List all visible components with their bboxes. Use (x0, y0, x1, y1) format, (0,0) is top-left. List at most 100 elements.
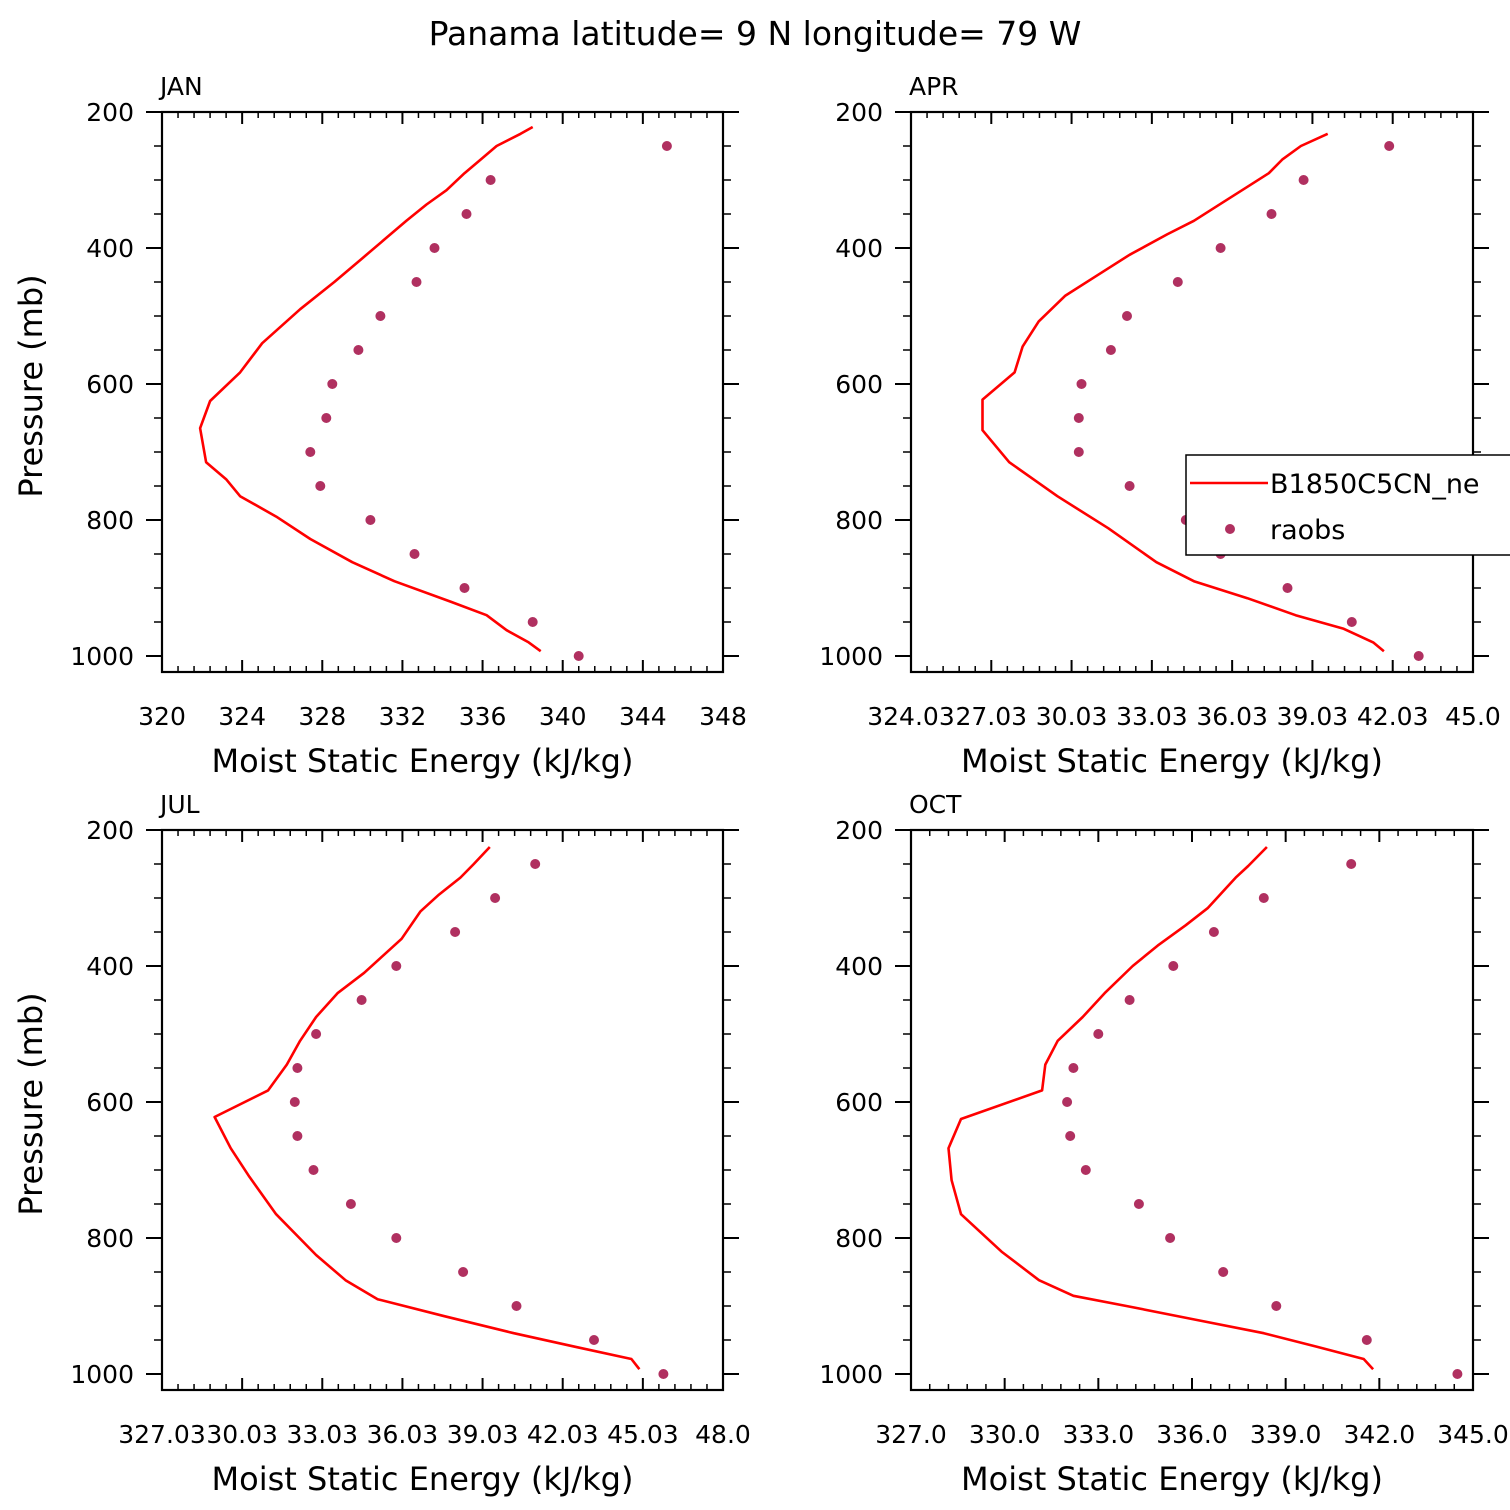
x-tick-label: 45.03 (607, 1420, 679, 1449)
raobs-point (1133, 1199, 1144, 1209)
y-tick-label: 400 (86, 234, 134, 263)
raobs-point (485, 175, 496, 185)
x-tick-label: 348 (699, 702, 747, 731)
raobs-point (1215, 243, 1226, 253)
y-tick-label: 600 (86, 1088, 134, 1117)
x-tick-label: 320 (138, 702, 186, 731)
raobs-point (353, 345, 364, 355)
raobs-point (1065, 1131, 1076, 1141)
raobs-point (1122, 311, 1132, 321)
x-tick-label: 45.0 (1445, 702, 1501, 731)
x-tick-label: 327.03 (118, 1420, 205, 1449)
y-tick-label: 600 (86, 370, 134, 399)
raobs-point (1258, 893, 1269, 903)
y-tick-label: 1000 (70, 1360, 134, 1389)
raobs-point (1346, 617, 1357, 627)
raobs-point (1062, 1097, 1073, 1107)
raobs-point (1298, 175, 1309, 185)
model-profile-line (981, 132, 1385, 653)
y-tick-label: 400 (835, 234, 883, 263)
x-axis-label: Moist Static Energy (kJ/kg) (212, 1460, 634, 1498)
raobs-point (1266, 209, 1277, 219)
raobs-point (1361, 1335, 1372, 1345)
figure-title: Panama latitude= 9 N longitude= 79 W (429, 14, 1082, 53)
x-tick-label: 324.03 (867, 702, 954, 731)
x-tick-label: 30.03 (1036, 702, 1108, 731)
panel-oct: OCT 327.0 330.0 333.0 336.0 339.0 342.0 345.0 20… (819, 790, 1508, 1498)
raobs-point (327, 379, 338, 389)
raobs-point (1068, 1063, 1079, 1073)
y-tick-label: 400 (835, 952, 883, 981)
raobs-point (429, 243, 440, 253)
raobs-point (490, 893, 501, 903)
panel-title: JAN (158, 72, 203, 101)
y-tick-label: 800 (835, 1224, 883, 1253)
x-axis-label: Moist Static Energy (kJ/kg) (212, 742, 634, 780)
raobs-point (1168, 961, 1179, 971)
raobs-point (1346, 859, 1357, 869)
x-tick-label: 327.0 (875, 1420, 947, 1449)
y-tick-label: 200 (86, 816, 134, 845)
raobs-point (308, 1165, 319, 1175)
raobs-point (1076, 379, 1087, 389)
x-tick-label: 36.03 (1196, 702, 1268, 731)
raobs-point (315, 481, 326, 491)
legend-model-label: B1850C5CN_ne (1270, 469, 1480, 500)
model-profile-line (213, 846, 641, 1371)
raobs-point (530, 859, 541, 869)
raobs-point (375, 311, 386, 321)
raobs-point (511, 1301, 522, 1311)
raobs-point (1073, 413, 1084, 423)
plot-frame (160, 110, 725, 674)
legend-obs-label: raobs (1270, 515, 1345, 546)
x-tick-label: 333.0 (1063, 1420, 1135, 1449)
panels-container: JAN 320 324 328 332 336 340 344 348 200 400 600 800 1… (12, 72, 1509, 1498)
y-tick-label: 600 (835, 1088, 883, 1117)
x-tick-label: 39.03 (1277, 702, 1349, 731)
x-tick-label: 30.03 (206, 1420, 278, 1449)
x-tick-label: 336 (459, 702, 507, 731)
raobs-point (661, 141, 672, 151)
x-tick-label: 336.0 (1156, 1420, 1228, 1449)
raobs-point (658, 1369, 669, 1379)
raobs-point (1384, 141, 1395, 151)
raobs-point (1093, 1029, 1104, 1039)
panel-title: OCT (909, 790, 962, 819)
raobs-point (305, 447, 316, 457)
x-tick-label: 36.03 (367, 1420, 439, 1449)
panel-title: APR (909, 72, 959, 101)
panel-apr: APR 324.03 27.03 30.03 33.03 36.03 39.03 42.03 4… (819, 72, 1500, 780)
panel-title: JUL (158, 790, 200, 819)
raobs-point (409, 549, 420, 559)
x-tick-label: 39.03 (447, 1420, 519, 1449)
x-tick-label: 33.03 (1116, 702, 1188, 731)
x-tick-label: 27.03 (955, 702, 1027, 731)
plot-frame (909, 110, 1475, 674)
x-tick-label: 342.0 (1344, 1420, 1416, 1449)
raobs-point (1165, 1233, 1176, 1243)
x-tick-label: 324 (218, 702, 266, 731)
raobs-point (1105, 345, 1116, 355)
raobs-point (391, 961, 402, 971)
y-axis-label: Pressure (mb) (12, 274, 50, 497)
raobs-point (411, 277, 422, 287)
raobs-point (458, 1267, 469, 1277)
x-tick-label: 345.0 (1437, 1420, 1509, 1449)
y-tick-label: 1000 (70, 642, 134, 671)
x-axis-label: Moist Static Energy (kJ/kg) (961, 742, 1383, 780)
x-tick-label: 42.03 (527, 1420, 599, 1449)
model-profile-line (198, 125, 542, 653)
raobs-point (527, 617, 538, 627)
raobs-point (1413, 651, 1424, 661)
y-tick-label: 600 (835, 370, 883, 399)
raobs-point (1218, 1267, 1229, 1277)
raobs-point (1124, 995, 1135, 1005)
raobs-point (573, 651, 584, 661)
y-tick-label: 200 (86, 98, 134, 127)
raobs-point (391, 1233, 402, 1243)
plot-frame (160, 828, 725, 1392)
raobs-point (289, 1097, 300, 1107)
raobs-point (356, 995, 367, 1005)
